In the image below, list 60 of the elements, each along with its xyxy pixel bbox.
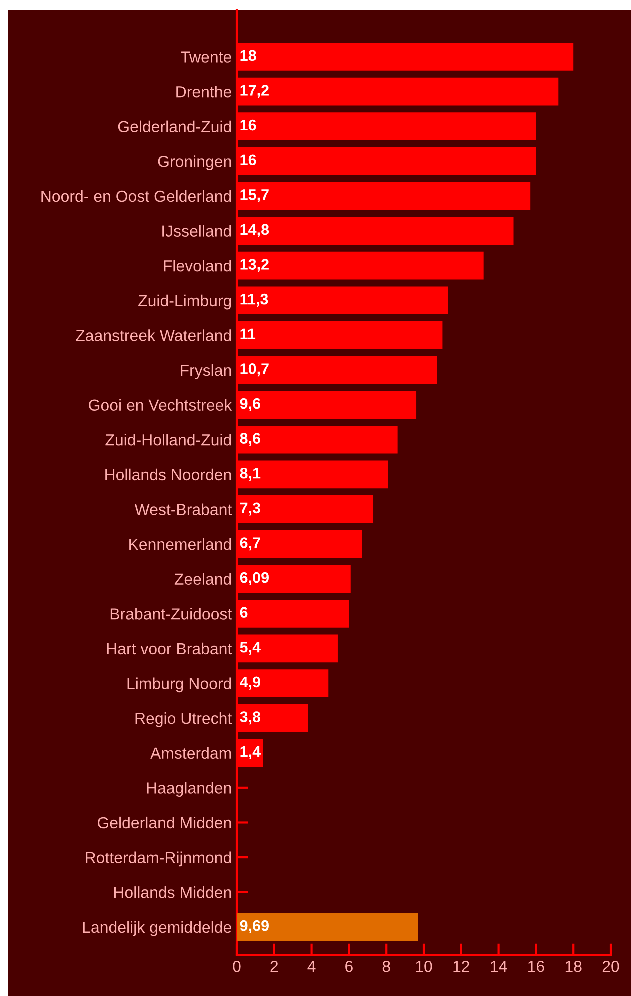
y-tick-label: Twente — [181, 52, 232, 63]
data-label: 5,4 — [240, 642, 261, 656]
x-tick-label: 18 — [566, 960, 582, 972]
data-label: 9,6 — [240, 398, 260, 412]
data-label: 8,6 — [240, 433, 260, 446]
bar — [237, 913, 418, 942]
y-tick-label: Gelderland-Zuid — [118, 120, 232, 133]
data-label: 6,7 — [240, 538, 260, 551]
data-label: 16 — [240, 120, 256, 131]
x-tick-label: 10 — [416, 960, 432, 972]
data-label: 8,1 — [240, 468, 261, 481]
data-label: 18 — [240, 50, 256, 62]
y-tick-label: Zuid-Limburg — [138, 294, 232, 310]
y-tick-label: Landelijk gemiddelde — [83, 921, 232, 936]
y-tick-label: Flevoland — [164, 260, 232, 272]
y-tick-label: Brabant-Zuidoost — [110, 608, 232, 620]
y-tick-label: Groningen — [158, 156, 232, 171]
y-tick-label: Rotterdam-Rijnmond — [86, 852, 232, 867]
data-label: 7,3 — [240, 502, 260, 516]
y-tick-label: Noord- en Oost Gelderland — [42, 190, 232, 202]
x-tick-label: 2 — [270, 960, 278, 972]
data-label: 1,4 — [240, 746, 261, 760]
y-tick-label: Fryslan — [181, 364, 232, 380]
y-tick-label: Regio Utrecht — [136, 712, 232, 728]
data-label: 11 — [240, 328, 256, 340]
data-label: 11,3 — [240, 294, 268, 307]
data-label: 9,69 — [240, 920, 269, 934]
data-label: 6,09 — [240, 572, 269, 586]
y-tick-label: Gelderland Midden — [98, 816, 232, 829]
data-label: 6 — [240, 607, 248, 618]
y-tick-label: Hollands Noorden — [106, 468, 232, 481]
y-tick-label: Haaglanden — [147, 782, 232, 798]
data-label: 3,8 — [240, 712, 261, 725]
y-tick-label: IJsselland — [162, 225, 232, 237]
x-tick-label: 6 — [346, 960, 353, 972]
y-tick-label: Limburg Noord — [128, 678, 232, 693]
x-tick-label: 16 — [528, 960, 544, 972]
x-tick-label: 14 — [491, 961, 508, 972]
y-tick-label: Hollands Midden — [114, 886, 232, 898]
data-label: 16 — [240, 154, 256, 166]
y-tick-label: Gooi en Vechtstreek — [89, 399, 232, 411]
y-tick-label: Zuid-Holland-Zuid — [106, 434, 232, 446]
data-label: 17,2 — [240, 85, 269, 98]
x-tick-label: 8 — [382, 960, 390, 972]
data-label: 15,7 — [240, 190, 269, 203]
x-tick-label: 12 — [454, 960, 470, 972]
y-tick-label: Zeeland — [174, 573, 232, 586]
y-tick-label: Amsterdam — [150, 747, 232, 760]
y-tick-label: Kennemerland — [130, 538, 232, 550]
y-tick-label: Zaanstreek Waterland — [76, 330, 232, 342]
y-tick-label: West-Brabant — [134, 504, 232, 516]
data-label: 4,9 — [240, 676, 260, 690]
y-tick-label: Drenthe — [176, 86, 232, 98]
data-label: 14,8 — [240, 224, 270, 238]
y-tick-label: Hart voor Brabant — [107, 642, 232, 655]
x-tick-label: 20 — [602, 960, 620, 972]
data-label: 13,2 — [240, 259, 269, 272]
x-tick-label: 4 — [308, 961, 316, 972]
data-label: 10,7 — [240, 364, 269, 377]
x-tick-label: 0 — [233, 960, 241, 972]
